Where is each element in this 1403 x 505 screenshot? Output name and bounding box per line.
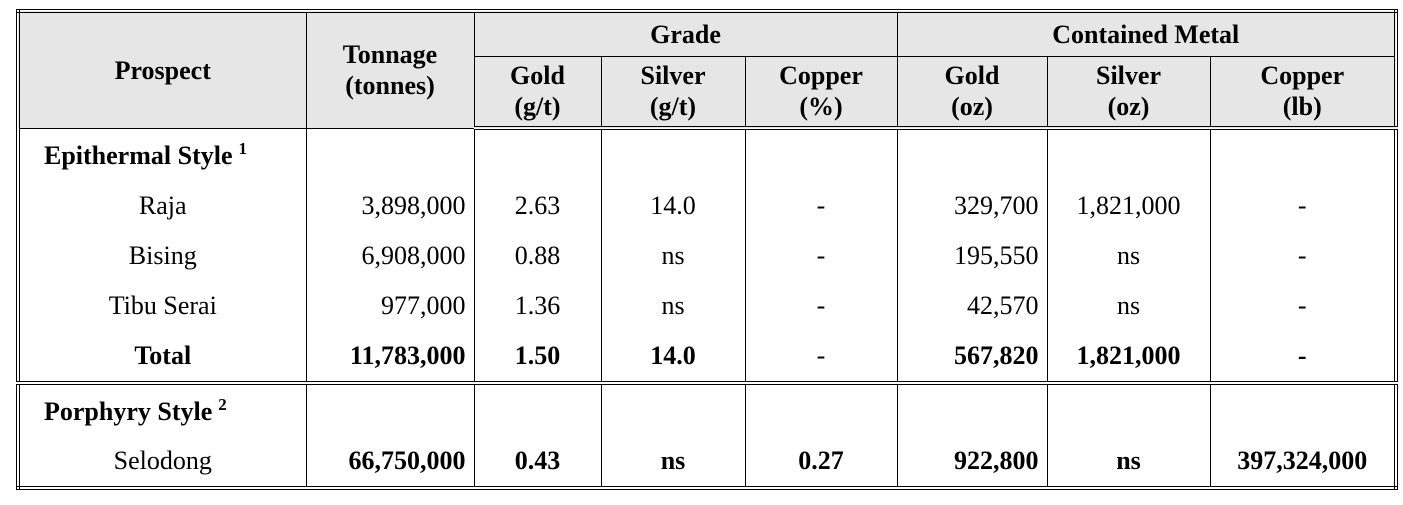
header-text: Grade (650, 19, 721, 49)
table-cell: Selodong (17, 436, 307, 488)
section: Porphyry Style 2 Selodong 66,750,000 0.43 ns 0… (17, 383, 1397, 488)
table-cell: 2.63 (473, 181, 602, 231)
header-unit: (lb) (1282, 92, 1322, 122)
table-cell: 397,324,000 (1209, 436, 1397, 488)
header-text: Silver (640, 61, 706, 91)
table-cell: ns (600, 436, 746, 488)
table-cell: - (1209, 181, 1397, 231)
table-cell: 0.27 (744, 436, 898, 488)
section-title-row: Porphyry Style 2 (17, 383, 1397, 436)
table-cell: 1,821,000 (1046, 181, 1211, 231)
table-cell: ns (1046, 436, 1211, 488)
table-cell: 66,750,000 (305, 436, 475, 488)
table-cell (305, 128, 475, 181)
section-title-cell: Epithermal Style 1 (17, 128, 307, 181)
header-cell: Silver (oz) (1046, 55, 1211, 130)
table-cell (1209, 128, 1397, 181)
header-cell: Copper (%) (744, 55, 898, 130)
table-row: Raja 3,898,000 2.63 14.0-329,700 1,821,000- (17, 181, 1397, 231)
header-cell: Tonnage (tonnes) (305, 10, 475, 129)
table-cell: 0.43 (473, 436, 602, 488)
header-unit: (tonnes) (345, 71, 435, 101)
header-unit: (g/t) (649, 92, 697, 122)
footnote-marker: 2 (218, 394, 227, 414)
table-cell (744, 383, 898, 436)
table-cell: - (744, 281, 898, 331)
table-cell: - (744, 231, 898, 281)
header-text: Copper (779, 61, 863, 91)
table-cell (1209, 383, 1397, 436)
table-cell: 195,550 (896, 231, 1048, 281)
header-group: Grade (473, 10, 898, 57)
table-cell (473, 383, 602, 436)
table-row: Tibu Serai 977,000 1.36 ns -42,570 ns - (17, 281, 1397, 331)
header-group: Contained Metal (896, 10, 1397, 57)
table-cell: Total (17, 331, 307, 385)
header-text: Prospect (114, 55, 211, 85)
footnote-marker: 1 (238, 138, 248, 158)
table-cell: 977,000 (305, 281, 475, 331)
table-cell: - (744, 181, 898, 231)
table-cell: 567,820 (896, 331, 1048, 385)
table-header: Prospect Tonnage (tonnes) Grade Contained… (17, 10, 1397, 130)
table-cell: - (744, 331, 898, 385)
table-cell: 3,898,000 (305, 181, 475, 231)
table-cell (305, 383, 475, 436)
table-cell (600, 128, 746, 181)
table-cell: 0.88 (473, 231, 602, 281)
resource-table: Prospect Tonnage (tonnes) Grade Contained… (16, 9, 1398, 490)
table-cell: ns (1046, 231, 1211, 281)
table-cell: 922,800 (896, 436, 1048, 488)
header-unit: (oz) (951, 92, 993, 122)
table-cell: Tibu Serai (17, 281, 307, 331)
table-cell: - (1209, 231, 1397, 281)
table-row: Bising 6,908,000 0.88 ns -195,550 ns - (17, 231, 1397, 281)
header-text: Gold (510, 61, 565, 91)
header-unit: (g/t) (514, 92, 561, 122)
table-cell (744, 128, 898, 181)
section-title: Epithermal Style (44, 140, 233, 170)
table-row: Total 11,783,000 1.50 14.0-567,820 1,821,000… (17, 331, 1397, 385)
header-text: Silver (1096, 61, 1161, 91)
header-unit: (oz) (1107, 92, 1150, 122)
table-cell: ns (600, 231, 746, 281)
section-title-cell: Porphyry Style 2 (17, 383, 307, 436)
table-cell (896, 383, 1048, 436)
table-cell (473, 128, 602, 181)
header-unit: (%) (799, 92, 843, 122)
header-text: Contained Metal (1052, 19, 1240, 49)
table-cell: 1,821,000 (1046, 331, 1211, 385)
table-cell: 1.50 (473, 331, 602, 385)
table-cell: 329,700 (896, 181, 1048, 231)
table-cell: Bising (17, 231, 307, 281)
table-row: Selodong 66,750,000 0.43 ns 0.27 922,800 ns 397… (17, 436, 1397, 488)
table-cell: Raja (17, 181, 307, 231)
section-title: Porphyry Style (44, 396, 213, 426)
section-title-row: Epithermal Style 1 (17, 128, 1397, 181)
table-cell (1046, 128, 1211, 181)
header-cell: Copper (lb) (1209, 55, 1397, 130)
table-cell (896, 128, 1048, 181)
header-text: Gold (944, 61, 1000, 91)
table-cell: - (1209, 281, 1397, 331)
header-text: Tonnage (342, 40, 438, 70)
table-cell: 11,783,000 (305, 331, 475, 385)
header-cell: Gold (g/t) (473, 55, 602, 130)
table-cell: - (1209, 331, 1397, 385)
table-cell: ns (600, 281, 746, 331)
header-cell: Gold (oz) (896, 55, 1048, 130)
header-cell: Prospect (17, 10, 307, 129)
table-cell: 1.36 (473, 281, 602, 331)
table-cell: ns (1046, 281, 1211, 331)
table-cell: 6,908,000 (305, 231, 475, 281)
table-cell: 42,570 (896, 281, 1048, 331)
header-text: Copper (1260, 61, 1345, 91)
table-cell: 14.0 (600, 181, 746, 231)
header-cell: Silver (g/t) (600, 55, 746, 130)
table-cell: 14.0 (600, 331, 746, 385)
table-cell (600, 383, 746, 436)
table-cell (1046, 383, 1211, 436)
section: Epithermal Style 1 Raja 3,898,000 2.63 14.0-3… (17, 128, 1397, 385)
